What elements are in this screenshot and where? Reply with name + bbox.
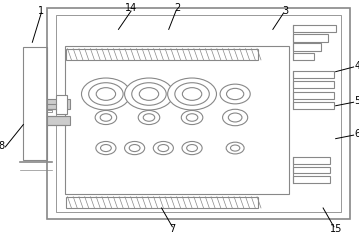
Bar — [293, 176, 330, 183]
Text: 1: 1 — [38, 6, 45, 16]
Bar — [56, 15, 341, 212]
Bar — [66, 197, 258, 208]
Circle shape — [182, 88, 202, 100]
Text: 4: 4 — [354, 61, 359, 71]
Circle shape — [228, 113, 242, 122]
Circle shape — [101, 145, 111, 152]
Circle shape — [182, 141, 202, 155]
Circle shape — [143, 114, 155, 121]
Bar — [293, 102, 334, 109]
Circle shape — [89, 83, 123, 105]
Circle shape — [129, 145, 140, 152]
Text: 7: 7 — [169, 224, 176, 234]
Bar — [293, 43, 321, 51]
Circle shape — [125, 141, 145, 155]
Bar — [293, 53, 314, 60]
Circle shape — [223, 109, 248, 126]
Bar — [293, 25, 336, 32]
Circle shape — [139, 88, 159, 100]
Text: 14: 14 — [125, 3, 137, 13]
Bar — [66, 49, 258, 60]
Bar — [47, 99, 70, 109]
Bar — [23, 47, 47, 160]
Circle shape — [96, 88, 116, 100]
Bar — [293, 92, 334, 99]
Bar — [47, 8, 350, 219]
Bar — [293, 34, 328, 42]
Text: 15: 15 — [330, 224, 342, 234]
Text: 8: 8 — [0, 141, 5, 151]
Bar — [47, 116, 70, 125]
Circle shape — [230, 145, 240, 151]
Circle shape — [168, 78, 216, 110]
Circle shape — [226, 142, 244, 154]
Bar — [293, 70, 334, 78]
Text: 3: 3 — [282, 6, 289, 16]
Bar — [293, 157, 330, 164]
Circle shape — [175, 83, 209, 105]
Bar — [56, 95, 67, 114]
Circle shape — [158, 145, 169, 152]
Circle shape — [100, 114, 112, 121]
Bar — [293, 81, 334, 88]
Circle shape — [138, 110, 160, 125]
Bar — [65, 46, 289, 194]
Bar — [293, 167, 330, 173]
Circle shape — [186, 114, 198, 121]
Text: 5: 5 — [354, 96, 359, 106]
Circle shape — [181, 110, 203, 125]
Circle shape — [81, 78, 130, 110]
Text: 2: 2 — [174, 3, 181, 13]
Circle shape — [132, 83, 166, 105]
Circle shape — [95, 110, 117, 125]
Circle shape — [125, 78, 173, 110]
Circle shape — [96, 141, 116, 155]
Circle shape — [220, 84, 250, 104]
Circle shape — [187, 145, 197, 152]
Circle shape — [153, 141, 173, 155]
Text: 6: 6 — [354, 129, 359, 139]
Circle shape — [227, 88, 244, 100]
